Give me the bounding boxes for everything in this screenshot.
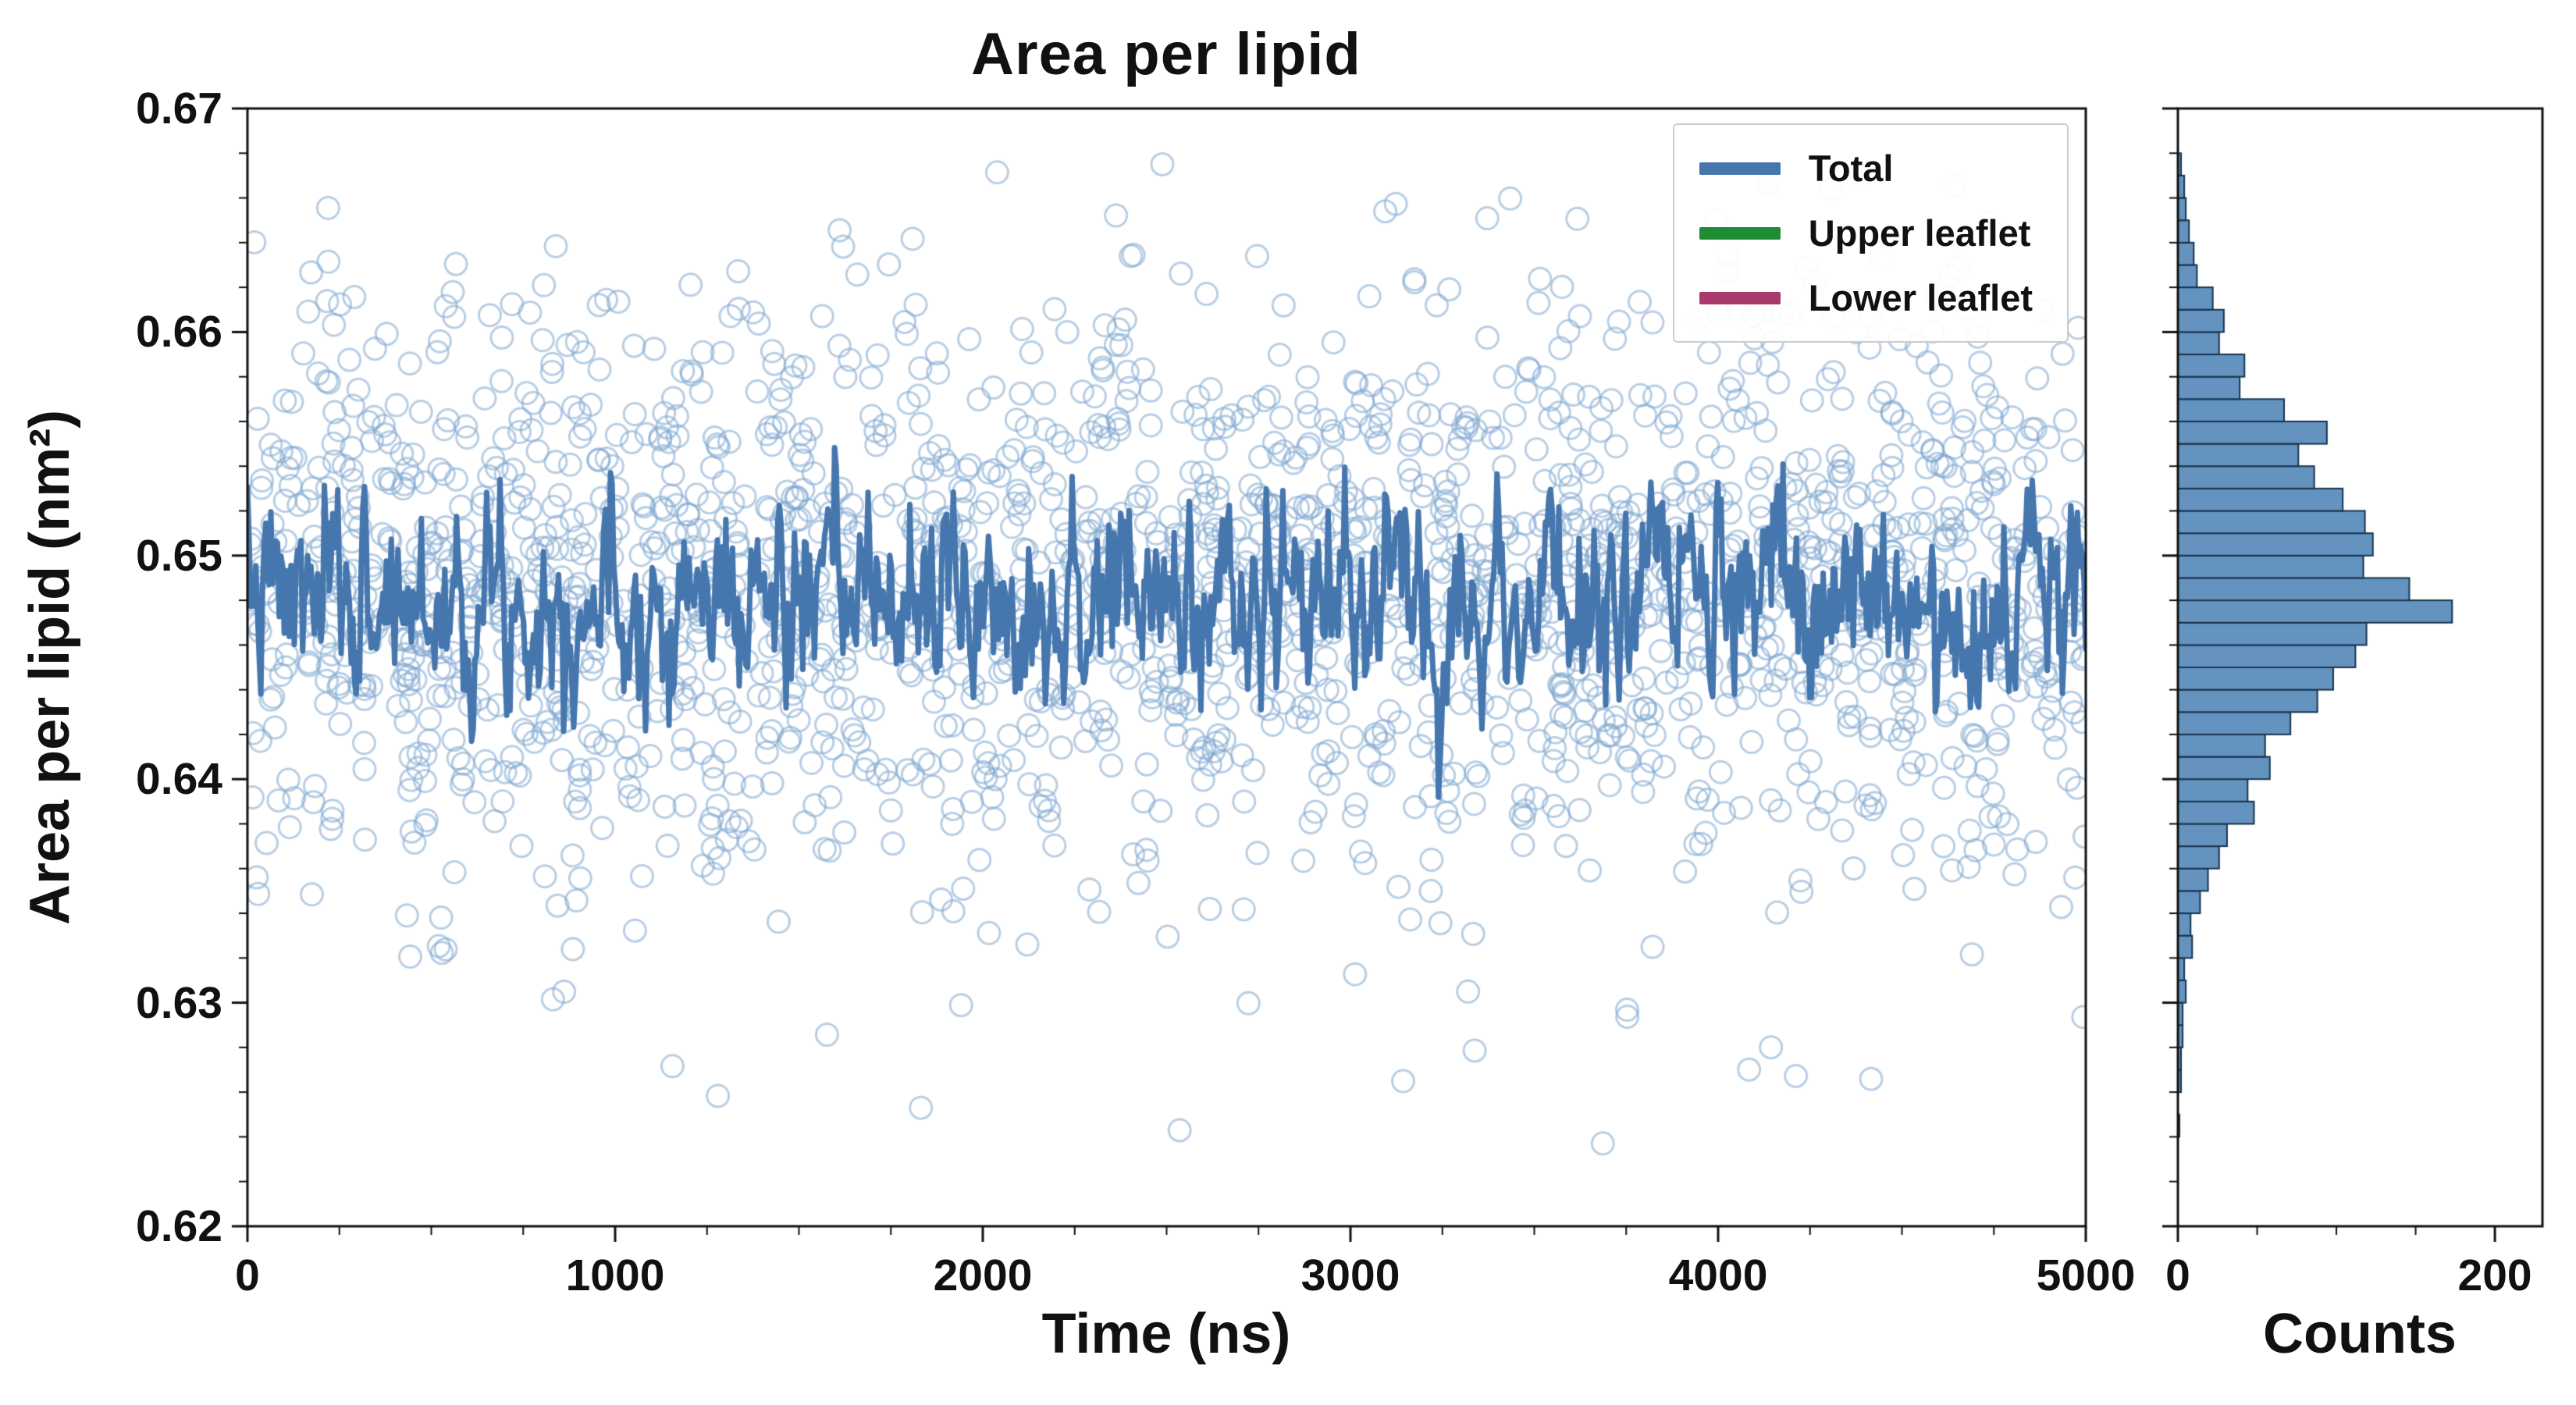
tick-label-y-main: 0.66 [136,307,222,357]
tick-label-y-main: 0.63 [136,977,222,1028]
tick-label-x-hist: 0 [2165,1250,2190,1300]
legend-swatch-total [1699,162,1781,175]
chart-title: Area per lipid [971,21,1361,87]
legend-item-lower-leaflet: Lower leaflet [1699,276,2033,319]
tick-label-x-hist: 200 [2457,1250,2532,1300]
tick-label-y-main: 0.67 [136,84,222,133]
tick-label-y-main: 0.65 [136,530,222,581]
tick-label-x-main: 0 [235,1250,260,1300]
tick-label-x-main: 5000 [2036,1250,2136,1300]
legend-label-upper-leaflet: Upper leaflet [1808,212,2031,254]
legend-swatch-upper-leaflet [1699,226,1781,240]
tick-label-x-main: 4000 [1668,1250,1768,1300]
legend-item-total: Total [1699,147,2033,190]
y-axis-label: Area per lipid (nm²) [19,409,81,926]
tick-label-x-main: 3000 [1300,1250,1400,1300]
legend: Total Upper leaflet Lower leaflet [1672,123,2069,343]
x-axis-label-main: Time (ns) [1041,1303,1291,1365]
tick-label-x-main: 2000 [933,1250,1033,1300]
tick-label-y-main: 0.64 [136,754,222,805]
legend-label-lower-leaflet: Lower leaflet [1808,277,2033,318]
tick-label-x-main: 1000 [565,1250,665,1300]
legend-swatch-lower-leaflet [1699,291,1781,304]
legend-label-total: Total [1808,148,1894,189]
legend-item-upper-leaflet: Upper leaflet [1699,212,2033,254]
x-axis-label-hist: Counts [2263,1303,2457,1365]
tick-label-y-main: 0.62 [136,1201,222,1251]
